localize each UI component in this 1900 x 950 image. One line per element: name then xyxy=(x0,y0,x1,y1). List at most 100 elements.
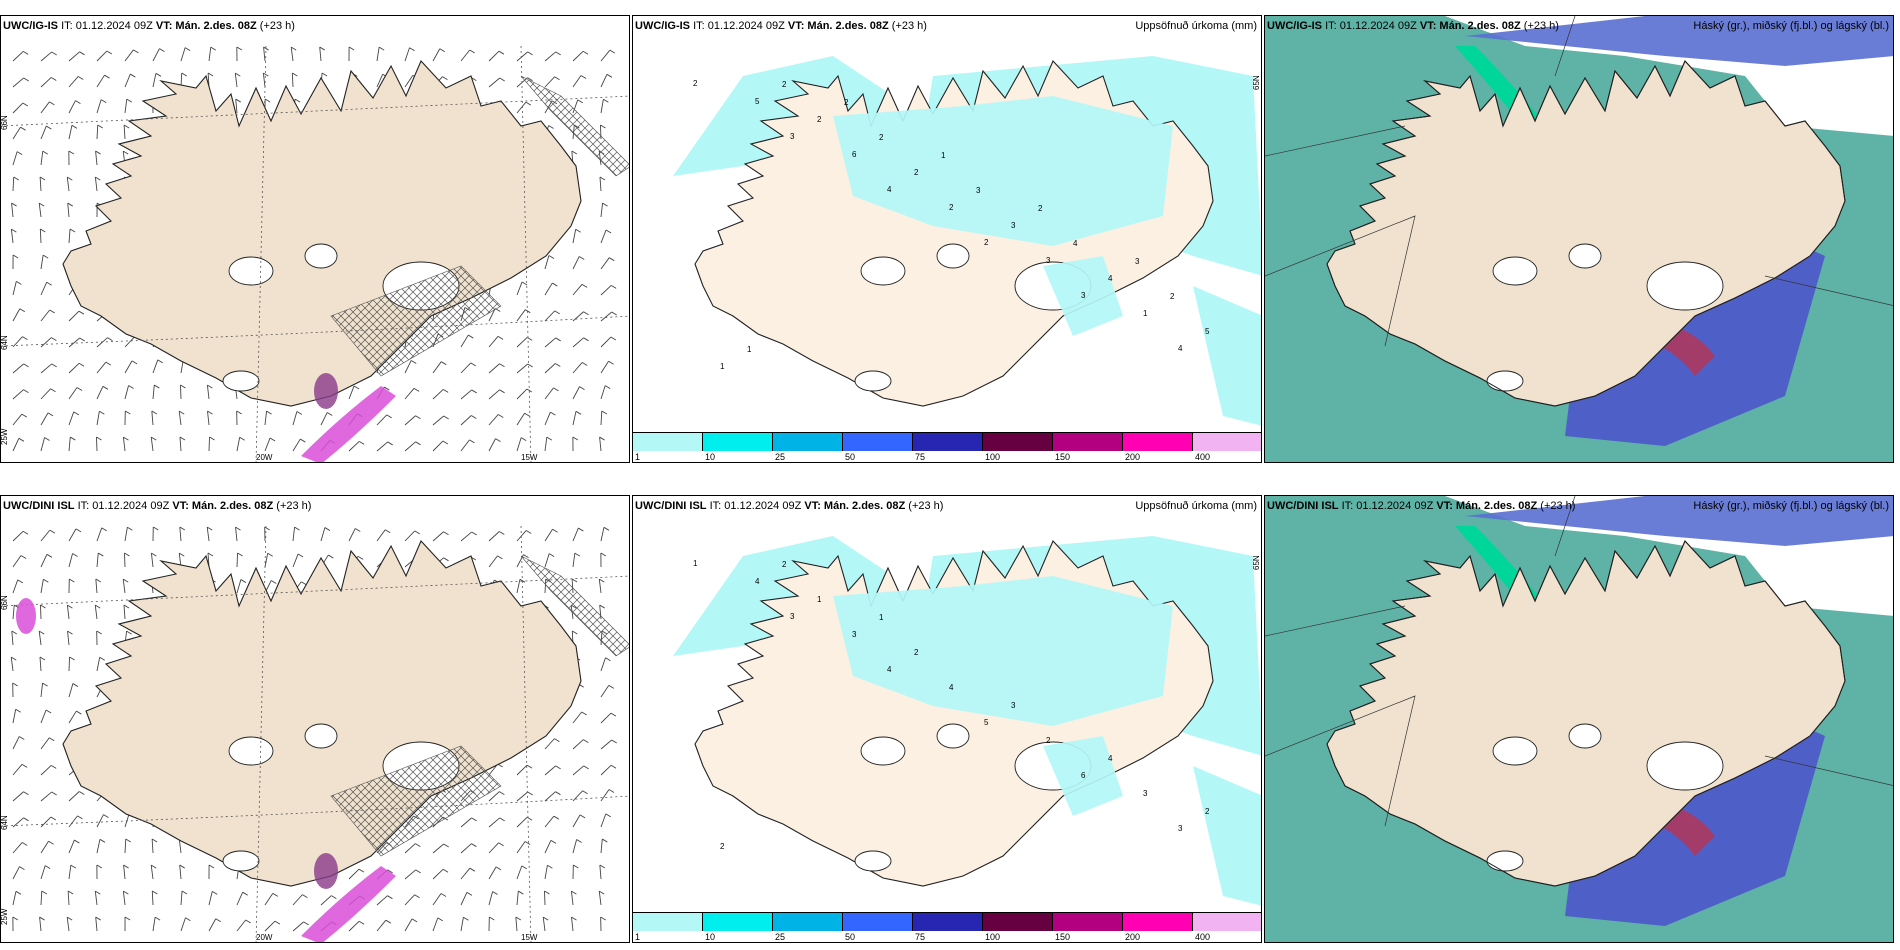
colorbar-swatch xyxy=(1123,913,1193,931)
wind-map: 66N 64N 25W 20W 15W xyxy=(1,525,629,942)
precip-value: 2 xyxy=(1170,292,1175,301)
precip-value: 2 xyxy=(1046,736,1051,745)
svg-text:20W: 20W xyxy=(256,933,273,942)
map-panel-cloud-top: UWC/IG-IS IT: 01.12.2024 09Z VT: Mán. 2.… xyxy=(1264,15,1894,463)
colorbar-swatches xyxy=(633,912,1261,931)
panel-title: UWC/DINI ISL IT: 01.12.2024 09Z VT: Mán.… xyxy=(3,500,312,512)
colorbar-swatch xyxy=(983,433,1053,451)
precip-value: 2 xyxy=(693,79,698,88)
colorbar-swatch xyxy=(843,433,913,451)
svg-text:66N: 66N xyxy=(1,595,9,610)
colorbar-labels: 1 10 25 50 75 100 150 200 400 xyxy=(633,451,1261,462)
colorbar-level: 100 xyxy=(985,932,1001,942)
svg-text:64N: 64N xyxy=(1,815,9,830)
svg-text:25W: 25W xyxy=(1,428,9,445)
map-panel-wind-bottom: UWC/DINI ISL IT: 01.12.2024 09Z VT: Mán.… xyxy=(0,495,630,943)
colorbar-level: 150 xyxy=(1055,932,1071,942)
precip-map: 1 3 4 5 6 3 4 3 4 2 3 2 1 2 3 4 2 2 1 65N xyxy=(673,536,1261,906)
colorbar-level: 75 xyxy=(915,932,926,942)
precip-value: 2 xyxy=(844,98,849,107)
colorbar-level: 25 xyxy=(775,932,786,942)
colorbar-swatch xyxy=(773,433,843,451)
precip-value: 4 xyxy=(1108,754,1113,763)
colorbar-level: 10 xyxy=(705,452,716,462)
panel-title: UWC/IG-IS IT: 01.12.2024 09Z VT: Mán. 2.… xyxy=(3,20,295,32)
colorbar-swatch xyxy=(1193,913,1261,931)
precip-value: 2 xyxy=(984,238,989,247)
precip-value: 1 xyxy=(817,595,822,604)
colorbar-level: 75 xyxy=(915,452,926,462)
precip-value: 2 xyxy=(1038,204,1043,213)
colorbar-swatch xyxy=(703,913,773,931)
precip-value: 1 xyxy=(747,345,752,354)
colorbar-level: 100 xyxy=(985,452,1001,462)
svg-text:64N: 64N xyxy=(1,335,9,350)
colorbar-level: 50 xyxy=(845,452,856,462)
map-panel-cloud-bottom: UWC/DINI ISL IT: 01.12.2024 09Z VT: Mán.… xyxy=(1264,495,1894,943)
precip-value: 5 xyxy=(984,718,989,727)
colorbar-swatch xyxy=(843,913,913,931)
precip-value: 5 xyxy=(1205,327,1210,336)
cloud-map xyxy=(1265,496,1893,942)
colorbar-swatch xyxy=(703,433,773,451)
precip-map: 2 3 4 2 3 4 5 6 2 3 1 1 2 2 3 4 5 2 2 3 4 2 1 2 1 2 3 65N xyxy=(673,56,1261,426)
panel-title: UWC/DINI ISL IT: 01.12.2024 09Z VT: Mán.… xyxy=(1267,500,1576,512)
svg-text:65N: 65N xyxy=(1252,75,1261,90)
colorbar-level: 1 xyxy=(635,452,641,462)
precip-value: 4 xyxy=(949,683,954,692)
svg-text:66N: 66N xyxy=(1,115,9,130)
svg-text:20W: 20W xyxy=(256,453,273,462)
colorbar-swatch xyxy=(773,913,843,931)
panel-title: UWC/IG-IS IT: 01.12.2024 09Z VT: Mán. 2.… xyxy=(635,20,927,32)
precip-value: 6 xyxy=(852,150,857,159)
colorbar-swatch xyxy=(1053,913,1123,931)
precip-value: 2 xyxy=(782,80,787,89)
precip-value: 1 xyxy=(1143,309,1148,318)
panel-title: UWC/DINI ISL IT: 01.12.2024 09Z VT: Mán.… xyxy=(635,500,944,512)
colorbar-level: 200 xyxy=(1125,932,1141,942)
colorbar-level: 10 xyxy=(705,932,716,942)
wind-map: 66N 64N 25W 20W 15W xyxy=(1,45,629,462)
colorbar-swatch xyxy=(633,433,703,451)
colorbar-level: 400 xyxy=(1195,452,1211,462)
panel-variable: Uppsöfnuð úrkoma (mm) xyxy=(1135,500,1257,512)
panel-title: UWC/IG-IS IT: 01.12.2024 09Z VT: Mán. 2.… xyxy=(1267,20,1559,32)
precip-value: 4 xyxy=(1178,344,1183,353)
precip-value: 4 xyxy=(755,577,760,586)
precip-value: 5 xyxy=(755,97,760,106)
panel-variable: Háský (gr.), miðský (fj.bl.) og lágský (… xyxy=(1693,500,1889,512)
precip-value: 4 xyxy=(1073,239,1078,248)
panel-variable: Uppsöfnuð úrkoma (mm) xyxy=(1135,20,1257,32)
precip-value: 2 xyxy=(949,203,954,212)
precip-value: 2 xyxy=(817,115,822,124)
precip-value: 3 xyxy=(1081,291,1086,300)
precip-value: 2 xyxy=(914,648,919,657)
colorbar-swatch xyxy=(913,433,983,451)
precip-value: 3 xyxy=(790,612,795,621)
map-panel-wind-top: UWC/IG-IS IT: 01.12.2024 09Z VT: Mán. 2.… xyxy=(0,15,630,463)
colorbar-level: 400 xyxy=(1195,932,1211,942)
svg-text:15W: 15W xyxy=(521,933,538,942)
precip-value: 3 xyxy=(790,132,795,141)
precip-value: 3 xyxy=(1143,789,1148,798)
colorbar-swatch xyxy=(983,913,1053,931)
colorbar-swatch xyxy=(913,913,983,931)
precip-value: 2 xyxy=(1205,807,1210,816)
precip-value: 2 xyxy=(879,133,884,142)
precip-value: 3 xyxy=(1011,221,1016,230)
colorbar-level: 25 xyxy=(775,452,786,462)
precip-value: 4 xyxy=(1108,274,1113,283)
precip-value: 3 xyxy=(1135,257,1140,266)
precip-value: 1 xyxy=(720,362,725,371)
precip-value: 1 xyxy=(693,559,698,568)
colorbar-swatch xyxy=(1053,433,1123,451)
colorbar-swatch xyxy=(633,913,703,931)
colorbar-swatch xyxy=(1193,433,1261,451)
precip-value: 4 xyxy=(887,185,892,194)
svg-text:65N: 65N xyxy=(1252,555,1261,570)
precip-value: 3 xyxy=(1178,824,1183,833)
precip-value: 3 xyxy=(852,630,857,639)
svg-text:15W: 15W xyxy=(521,453,538,462)
precip-value: 1 xyxy=(941,151,946,160)
precip-value: 1 xyxy=(879,613,884,622)
